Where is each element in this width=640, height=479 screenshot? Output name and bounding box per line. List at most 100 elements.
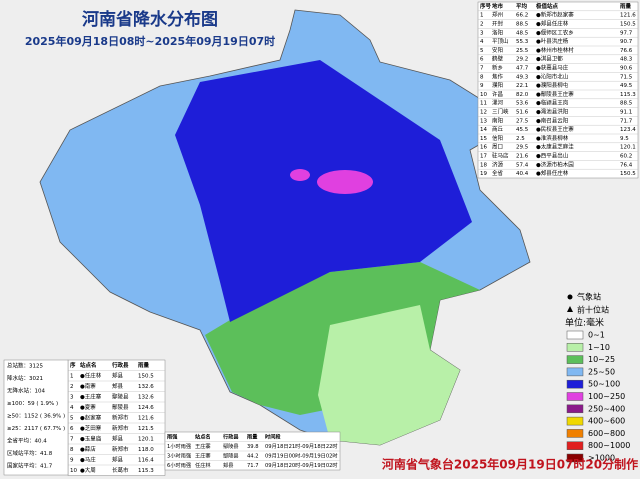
intensity-table-cell: 王庄寨 [195, 451, 211, 459]
top-table-cell: 1 [70, 373, 74, 379]
top-table-cell: 新郑市 [112, 413, 129, 421]
city-table-cell: 濮阳 [492, 81, 503, 89]
city-table-cell: 三门峡 [492, 108, 509, 116]
city-table-cell: 济源 [492, 160, 504, 168]
city-table-cell: 60.2 [620, 154, 632, 160]
stat: ≥25：2117 ( 67.7% ) [7, 426, 65, 432]
legend-swatch [566, 355, 584, 364]
city-table-cell: ●郏县任庄林 [536, 169, 569, 177]
top-table-box [67, 359, 166, 476]
legend-label: 10~25 [588, 355, 615, 364]
city-table-cell: 16 [480, 145, 487, 151]
city-table-cell: 71.7 [620, 118, 633, 124]
top-table-cell: ●王庄寨 [80, 392, 102, 400]
top-table-cell: 150.5 [138, 373, 154, 379]
region-dark-blue [175, 60, 472, 322]
stat: ≥100：59 ( 1.9% ) [7, 401, 58, 407]
top-table-cell: 6 [70, 426, 74, 432]
city-table-cell: 88.5 [516, 22, 529, 28]
legend-label: 1~10 [588, 343, 610, 352]
footer: 河南省气象台2025年09月19日07时20分制作 [381, 457, 638, 472]
city-table-cell: ●获嘉县马庄 [536, 64, 569, 72]
city-table-cell: ●偃师区工农乡 [536, 28, 574, 36]
legend-swatch [566, 404, 584, 414]
city-table-cell: 郑州 [492, 11, 503, 19]
station-legend: 气象站 [577, 292, 601, 302]
legend-label: 100~250 [588, 392, 625, 401]
city-table-header: 极值站点 [536, 2, 559, 10]
city-table-cell: 安阳 [492, 46, 503, 54]
intensity-table-header: 站点名 [195, 432, 211, 440]
city-table-cell: 6 [480, 57, 484, 63]
region-light-green [318, 305, 460, 445]
city-table-header: 平均 [516, 2, 528, 10]
top-table-cell: 118.0 [138, 447, 154, 453]
legend-swatch [566, 367, 584, 377]
city-table-cell: 8 [480, 74, 484, 80]
intensity-table-cell: 09月19日00时-09月19日02时 [265, 451, 338, 459]
city-table-cell: 商丘 [492, 125, 504, 133]
legend-label: 800~1000 [588, 441, 630, 450]
top-table-cell: ●夏寨 [80, 403, 96, 411]
top-table-cell: 8 [70, 447, 74, 453]
city-table-cell: 2.5 [516, 136, 525, 142]
city-table-cell: 66.2 [516, 13, 528, 19]
intensity-table-cell: 鄢陵县 [223, 442, 239, 450]
stat: 区域站平均：41.8 [7, 449, 53, 457]
city-table-cell: ●太康县芝麻洼 [536, 143, 574, 151]
intensity-table-header: 雨强 [167, 432, 178, 440]
intensity-table-cell: 39.8 [247, 444, 259, 450]
legend-swatch [566, 429, 584, 438]
city-table-cell: 13 [480, 118, 487, 124]
top-table-header: 行政县 [111, 361, 129, 369]
city-table-cell: 123.4 [620, 127, 636, 133]
top-table-cell: 121.5 [138, 426, 154, 432]
city-table-cell: 3 [480, 30, 484, 36]
intensity-table-header: 雨量 [247, 432, 258, 440]
city-table-cell: 开封 [492, 20, 504, 28]
city-table-cell: 53.6 [516, 101, 529, 107]
legend-label: 50~100 [588, 380, 620, 389]
top-table-cell: 郏县 [112, 371, 124, 379]
legend-label: 0~1 [588, 331, 605, 340]
city-table-cell: 1 [480, 13, 484, 19]
top-table-header: 序 [69, 361, 76, 369]
top-table-cell: 121.6 [138, 415, 154, 421]
city-table-cell: 76.4 [620, 162, 633, 168]
city-table-cell: 49.5 [620, 83, 633, 89]
top-table-cell: 3 [70, 394, 74, 400]
city-table-cell: ●淮滨县柳林 [536, 134, 569, 142]
top-table-cell: 鄢陵县 [112, 403, 129, 411]
top-table-cell: ●马庄 [80, 455, 96, 463]
city-table-cell: 洛阳 [492, 28, 503, 36]
city-table-cell: 115.3 [620, 92, 636, 98]
top-table-cell: 4 [70, 405, 74, 411]
city-table-cell: 82.0 [516, 92, 529, 98]
legend-swatch [566, 343, 584, 352]
city-table-cell: 鹤壁 [492, 55, 504, 63]
legend-swatch [566, 416, 584, 426]
intensity-table-cell: 3小时雨强 [167, 451, 191, 459]
city-table-cell: ●新郑市赵家寨 [536, 11, 574, 19]
city-table-cell: 91.1 [620, 110, 632, 116]
title: 河南省降水分布图 [82, 9, 218, 30]
station-symbol [567, 294, 573, 300]
intensity-table-cell: 任庄林 [195, 461, 211, 469]
legend-label: 400~600 [588, 417, 625, 426]
city-table-cell: 15 [480, 136, 487, 142]
stat: 国家站平均：41.7 [7, 462, 53, 470]
city-table-cell: 平顶山 [492, 37, 509, 45]
stats-box [3, 359, 69, 476]
stat: 降水站：3021 [7, 374, 43, 382]
city-table-cell: 29.5 [516, 145, 529, 151]
city-table-cell: 14 [480, 127, 487, 133]
city-table-cell: 南阳 [492, 116, 503, 124]
intensity-table-header: 时间段 [265, 432, 281, 440]
city-table-cell: ●渑池县洪阳 [536, 108, 568, 116]
legend-label: 25~50 [588, 367, 615, 376]
city-table-cell: 121.6 [620, 13, 636, 19]
top-table-cell: ●芝田寨 [80, 424, 102, 432]
city-table-cell: ●南召县云阳 [536, 116, 568, 124]
city-table-cell: 漯河 [492, 99, 504, 107]
